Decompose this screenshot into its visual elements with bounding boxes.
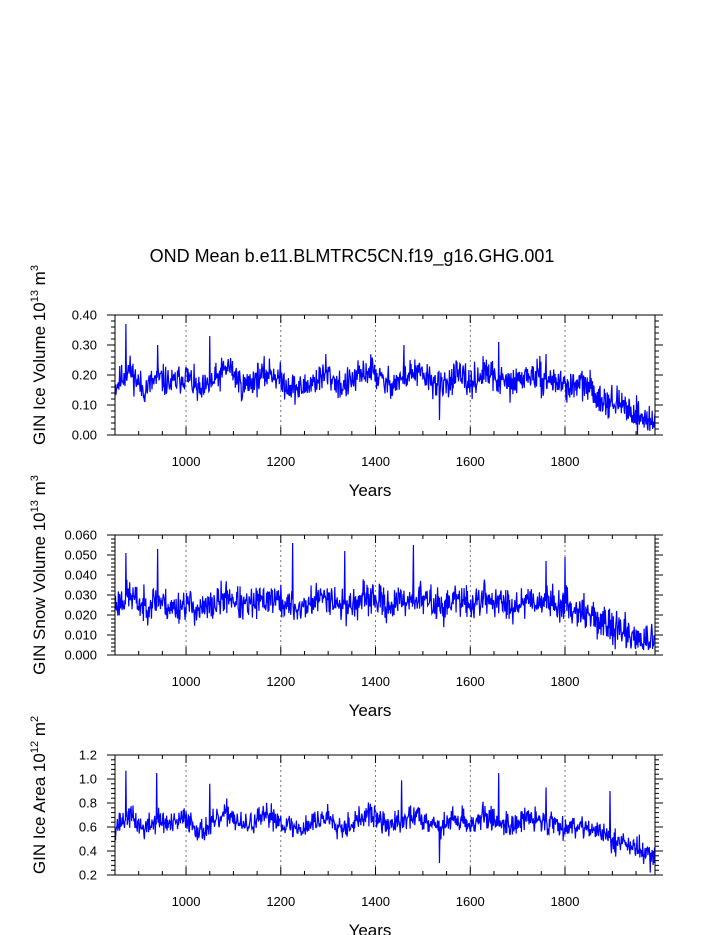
x-tick-label: 1400 [361, 454, 390, 469]
y-axis-label-unit-exponent: 3 [29, 475, 41, 481]
y-tick-label: 0.2 [79, 868, 97, 883]
x-tick-label: 1800 [551, 454, 580, 469]
panel-3: 1000 1200 1400 1600 1800 0.2 0.4 0.6 0.8 1.0 1.2 Ye… [29, 716, 663, 935]
x-tick-label: 1000 [172, 454, 201, 469]
y-axis-label-exponent: 12 [29, 741, 41, 753]
y-tick-label: 0.020 [64, 608, 97, 623]
x-tick-label: 1000 [172, 674, 201, 689]
x-tick-label: 1200 [266, 454, 295, 469]
y-tick-label: 0.040 [64, 568, 97, 583]
x-tick-label: 1800 [551, 674, 580, 689]
y-axis-title: GIN Snow Volume 1013 m3 [29, 475, 49, 675]
main-title: OND Mean b.e11.BLMTRC5CN.f19_g16.GHG.001 [150, 246, 555, 267]
x-tick-label: 1600 [456, 894, 485, 909]
y-axis-label-unit: m [30, 271, 49, 290]
series-line [114, 770, 656, 873]
y-axis-label-text: GIN Ice Volume 10 [30, 302, 49, 445]
panels: 1000 1200 1400 1600 18000.000.100.200.300.40… [29, 265, 663, 935]
series-line [114, 542, 656, 651]
y-tick-label: 0.20 [72, 368, 97, 383]
y-tick-label: 0.30 [72, 338, 97, 353]
y-tick-label: 0.030 [64, 588, 97, 603]
y-axis-title: GIN Ice Area 1012 m2 [29, 716, 49, 874]
y-tick-label: 0.6 [79, 820, 97, 835]
y-axis-label-unit-exponent: 2 [29, 716, 41, 722]
y-axis-label-unit: m [30, 481, 49, 500]
y-tick-label: 0.40 [72, 308, 97, 323]
x-tick-label: 1000 [172, 894, 201, 909]
x-tick-label: 1400 [361, 674, 390, 689]
x-tick-label: 1200 [266, 894, 295, 909]
y-axis-label-exponent: 13 [29, 500, 41, 512]
x-axis-title: Years [349, 921, 392, 935]
plot-frame [114, 754, 656, 876]
y-tick-label: 0.4 [79, 844, 97, 859]
x-tick-label: 1600 [456, 454, 485, 469]
x-axis-title: Years [349, 701, 392, 720]
panel-2: 1000 1200 1400 1600 1800 0.000 0.010 0.020 0.030… [29, 475, 663, 720]
series-line [114, 323, 656, 435]
y-axis-label-text: GIN Snow Volume 10 [30, 512, 49, 675]
x-tick-label: 1600 [456, 674, 485, 689]
y-tick-label: 0.010 [64, 628, 97, 643]
y-tick-label: 1.2 [79, 748, 97, 763]
y-tick-label: 0.060 [64, 528, 97, 543]
y-tick-label: 0.10 [72, 398, 97, 413]
y-axis-title: GIN Ice Volume 1013 m3 [29, 265, 49, 445]
x-tick-label: 1200 [266, 674, 295, 689]
y-axis-label-exponent: 13 [29, 290, 41, 302]
y-tick-label: 0.8 [79, 796, 97, 811]
x-axis-title: Years [349, 481, 392, 500]
y-tick-label: 0.000 [64, 648, 97, 663]
x-tick-label: 1800 [551, 894, 580, 909]
x-tick-label: 1400 [361, 894, 390, 909]
y-tick-label: 1.0 [79, 772, 97, 787]
y-axis-label-unit: m [30, 722, 49, 741]
y-axis-label-text: GIN Ice Area 10 [30, 753, 49, 874]
y-axis-label-unit-exponent: 3 [29, 265, 41, 271]
y-tick-label: 0.050 [64, 548, 97, 563]
y-tick-label: 0.00 [72, 428, 97, 443]
panel-1: 1000 1200 1400 1600 1800 0.00 0.10 0.20 0.30 0.40… [29, 265, 663, 500]
